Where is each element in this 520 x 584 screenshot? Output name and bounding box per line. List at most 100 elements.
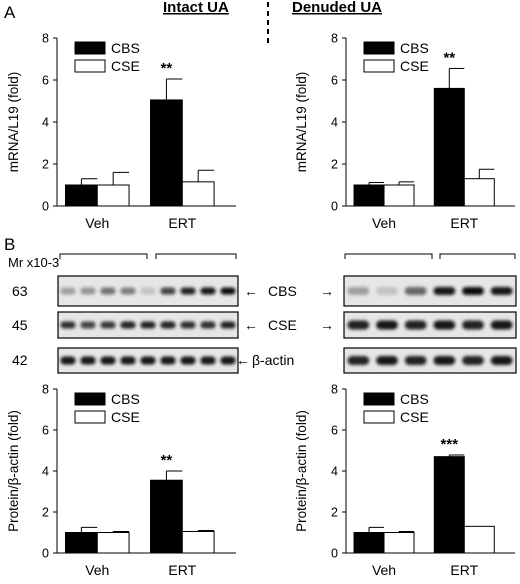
arrow-intact-cbs: ←	[244, 283, 258, 299]
y-tick-label: 4	[42, 465, 49, 479]
blot-band	[376, 356, 398, 365]
bar-cse	[181, 181, 215, 207]
significance-marker: **	[161, 452, 173, 469]
bracket-denuded-ert	[439, 253, 516, 259]
blot-frame	[343, 275, 517, 307]
bar-cse	[181, 530, 215, 554]
y-tick-label: 6	[42, 424, 49, 438]
legend-swatch-cse	[74, 410, 106, 424]
x-tick-label: Veh	[372, 562, 396, 578]
blot-strip-intact-cbs	[57, 275, 239, 307]
chart-mrna-intact: 0 2 4 6 8 mRNA/L19 (fold) Veh ERT ** CBS CSE	[6, 32, 236, 231]
bracket-denuded-veh	[344, 253, 433, 259]
chart-protein-denuded: 0 2 4 6 8 Protein/β-actin (fold) Veh ERT *** CBS C…	[294, 383, 515, 578]
bar-cse	[463, 178, 495, 207]
blot-band	[120, 321, 136, 329]
y-tick-label: 4	[331, 465, 338, 479]
blot-band	[220, 321, 236, 329]
blot-band	[490, 287, 513, 295]
blot-band	[60, 287, 76, 295]
bar-cse	[96, 532, 130, 554]
y-axis-label: mRNA/L19 (fold)	[6, 72, 21, 173]
bar-cse	[96, 184, 130, 207]
legend-swatch-cbs	[74, 392, 106, 406]
blot-band	[100, 287, 116, 295]
blot-band	[180, 287, 196, 295]
blot-band	[80, 356, 96, 365]
significance-marker: ***	[441, 436, 459, 453]
blot-band	[120, 356, 136, 365]
bar-cbs	[433, 456, 465, 554]
bar-cbs	[150, 99, 183, 207]
blot-frame	[343, 311, 517, 339]
blot-strip-denuded-actin	[343, 347, 517, 374]
legend-label-cbs: CBS	[111, 40, 140, 56]
legend-label-cse: CSE	[400, 58, 429, 74]
legend-label-cse: CSE	[111, 58, 140, 74]
significance-marker: **	[161, 60, 173, 77]
band-label-cse: CSE	[268, 317, 297, 333]
chart-mrna-denuded: 0 2 4 6 8 mRNA/L19 (fold) Veh ERT ** CBS CSE	[294, 32, 515, 231]
y-tick-label: 2	[42, 506, 49, 520]
blot-band	[347, 320, 370, 330]
blot-band	[404, 356, 427, 365]
blot-band	[376, 320, 398, 330]
significance-marker: **	[443, 49, 455, 66]
legend-swatch-cbs	[74, 41, 106, 55]
x-tick-label: Veh	[85, 562, 109, 578]
blot-strip-intact-cse	[57, 311, 239, 339]
blot-band	[140, 287, 156, 295]
bar-cbs	[65, 184, 98, 207]
blot-band	[80, 287, 96, 295]
header-denuded: Denuded UA	[292, 0, 382, 16]
y-tick-label: 0	[331, 547, 338, 561]
blot-band	[404, 320, 427, 330]
bar-cse	[383, 184, 415, 207]
y-tick-label: 2	[42, 158, 49, 172]
mw-marker-45: 45	[12, 317, 28, 333]
legend-label-cse: CSE	[111, 409, 140, 425]
y-tick-label: 6	[331, 74, 338, 88]
blot-band	[220, 356, 236, 365]
bar-cse	[383, 532, 415, 554]
blot-band	[140, 356, 156, 365]
blot-band	[80, 321, 96, 329]
blot-band	[376, 287, 398, 295]
y-axis-label: Protein/β-actin (fold)	[6, 410, 21, 532]
y-tick-label: 8	[331, 383, 338, 397]
band-label-cbs: CBS	[268, 283, 297, 299]
legend-label-cbs: CBS	[111, 391, 140, 407]
arrow-denuded-cbs: →	[320, 283, 334, 299]
blot-band	[140, 321, 156, 329]
blot-band	[60, 321, 76, 329]
blot-band	[200, 356, 216, 365]
blot-band	[220, 287, 236, 295]
blot-band	[120, 287, 136, 295]
panel-label-a: A	[4, 3, 16, 22]
blot-band	[180, 321, 196, 329]
legend-swatch-cbs	[363, 41, 395, 55]
chart-protein-intact: 0 2 4 6 8 Protein/β-actin (fold) Veh ERT ** CBS CS…	[6, 383, 236, 578]
y-tick-label: 8	[42, 32, 49, 46]
bar-cbs	[353, 532, 385, 554]
y-tick-label: 6	[42, 74, 49, 88]
blot-band	[462, 320, 484, 330]
y-axis-label: mRNA/L19 (fold)	[294, 72, 309, 173]
legend-swatch-cse	[363, 410, 395, 424]
blot-strip-denuded-cse	[343, 311, 517, 339]
y-tick-label: 8	[331, 32, 338, 46]
mw-unit-label: Mr x10-3	[8, 255, 59, 270]
blot-strip-intact-actin	[57, 347, 239, 374]
legend-label-cbs: CBS	[400, 40, 429, 56]
bar-cbs	[65, 532, 98, 554]
blot-band	[160, 356, 176, 365]
x-tick-label: ERT	[450, 562, 478, 578]
arrow-intact-actin: ←	[236, 352, 250, 368]
bar-cbs	[433, 87, 465, 207]
blot-band	[462, 287, 484, 295]
bar-cbs	[353, 184, 385, 207]
x-tick-label: Veh	[372, 215, 396, 231]
bracket-intact-veh	[59, 253, 148, 259]
y-tick-label: 8	[42, 383, 49, 397]
